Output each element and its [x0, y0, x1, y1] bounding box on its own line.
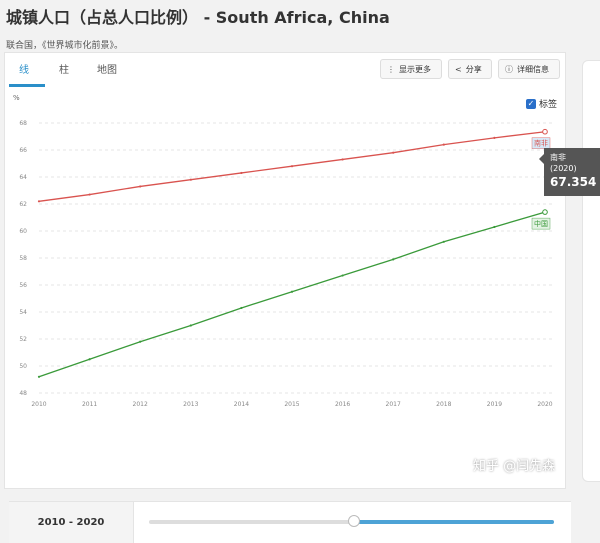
show-more-button[interactable]: ⋮ 显示更多: [380, 59, 442, 79]
series-end-label-box: [531, 217, 551, 230]
y-tick-label: 60: [19, 228, 27, 235]
y-tick-label: 50: [19, 363, 27, 370]
range-slider-fill: [354, 520, 554, 524]
tab-bar[interactable]: 柱: [59, 65, 69, 76]
share-icon: <: [455, 64, 462, 74]
tab-line[interactable]: 线: [19, 65, 29, 76]
info-icon: ⓘ: [505, 64, 513, 74]
x-tick-label: 2012: [133, 401, 148, 408]
y-tick-label: 48: [19, 390, 27, 397]
x-tick-label: 2018: [436, 401, 451, 408]
tooltip-value: 67.354: [550, 175, 597, 189]
y-tick-label: 68: [19, 120, 27, 127]
x-tick-label: 2016: [335, 401, 350, 408]
list-icon: ⋮: [387, 64, 395, 74]
y-tick-label: 54: [19, 309, 27, 316]
x-tick-label: 2010: [31, 401, 46, 408]
x-tick-label: 2014: [234, 401, 249, 408]
show-more-label: 显示更多: [399, 64, 431, 74]
labels-toggle[interactable]: ✓ 标签: [526, 97, 557, 110]
details-label: 详细信息: [517, 64, 549, 74]
data-point: [542, 209, 548, 215]
series-end-label: 中国: [534, 219, 548, 228]
y-axis-unit-label: %: [13, 94, 20, 102]
data-point: [442, 240, 445, 243]
x-tick-label: 2015: [284, 401, 299, 408]
data-point: [290, 165, 294, 168]
page-title: 城镇人口（占总人口比例） - South Africa, China: [6, 8, 390, 27]
series-end-label-box: [531, 137, 551, 149]
tab-map[interactable]: 地图: [97, 65, 117, 76]
data-point: [493, 225, 496, 229]
y-tick-label: 64: [19, 174, 27, 181]
data-point: [542, 128, 548, 135]
line-chart: % 48 50 52 54 56 58 60 62 64 66 68 2010 2011 2012 2013 2…: [13, 94, 553, 408]
data-point: [442, 143, 445, 146]
value-tooltip: 南非 (2020) 67.354: [539, 148, 600, 196]
y-tick-label: 52: [19, 336, 27, 343]
data-point: [341, 158, 344, 161]
data-point: [88, 358, 91, 361]
data-point: [88, 193, 91, 196]
data-point: [189, 178, 192, 181]
share-button[interactable]: < 分享: [448, 59, 492, 79]
series-line-1: [38, 211, 546, 378]
range-slider-track[interactable]: [149, 515, 554, 527]
data-point: [189, 324, 192, 327]
data-point: [37, 375, 41, 378]
x-tick-label: 2019: [487, 401, 502, 408]
y-tick-label: 62: [19, 201, 27, 208]
y-tick-label: 58: [19, 255, 27, 262]
data-point: [37, 200, 41, 203]
data-point: [341, 274, 344, 277]
series-end-label: 南非: [534, 139, 548, 148]
x-tick-label: 2013: [183, 401, 198, 408]
active-tab-indicator: [9, 84, 45, 87]
data-point: [240, 306, 243, 310]
tooltip-arrow: [539, 154, 544, 164]
data-point: [240, 171, 243, 175]
data-point: [139, 340, 142, 343]
y-tick-label: 56: [19, 282, 27, 289]
data-point: [493, 136, 496, 139]
tooltip-year: (2020): [550, 164, 577, 173]
data-point: [139, 185, 142, 188]
data-point: [392, 258, 395, 261]
share-label: 分享: [465, 64, 482, 74]
x-tick-label: 2017: [386, 401, 401, 408]
tooltip-series-name: 南非: [550, 153, 566, 162]
y-tick-label: 66: [19, 147, 27, 154]
source-note: 联合国，《世界城市化前景》。: [6, 41, 124, 51]
side-panel: [582, 60, 600, 482]
range-label: 2010 - 2020: [9, 502, 134, 543]
data-point: [392, 151, 395, 154]
x-tick-label: 2020: [537, 401, 552, 408]
details-button[interactable]: ⓘ 详细信息: [498, 59, 560, 79]
data-point: [290, 290, 294, 293]
checkbox-checked-icon[interactable]: ✓: [526, 98, 536, 109]
range-slider-handle[interactable]: [348, 515, 360, 527]
labels-toggle-label: 标签: [539, 100, 558, 110]
chart-panel: 线 柱 地图 ⋮ 显示更多 < 分享 ⓘ 详细信息 ✓ 标签 % 48 50 52 54…: [4, 52, 571, 543]
time-range-bar: 2010 - 2020: [9, 501, 571, 543]
watermark: 知乎 @闫先森: [473, 459, 556, 474]
x-tick-label: 2011: [82, 401, 97, 408]
chart-tabs: 线 柱 地图: [5, 53, 565, 87]
